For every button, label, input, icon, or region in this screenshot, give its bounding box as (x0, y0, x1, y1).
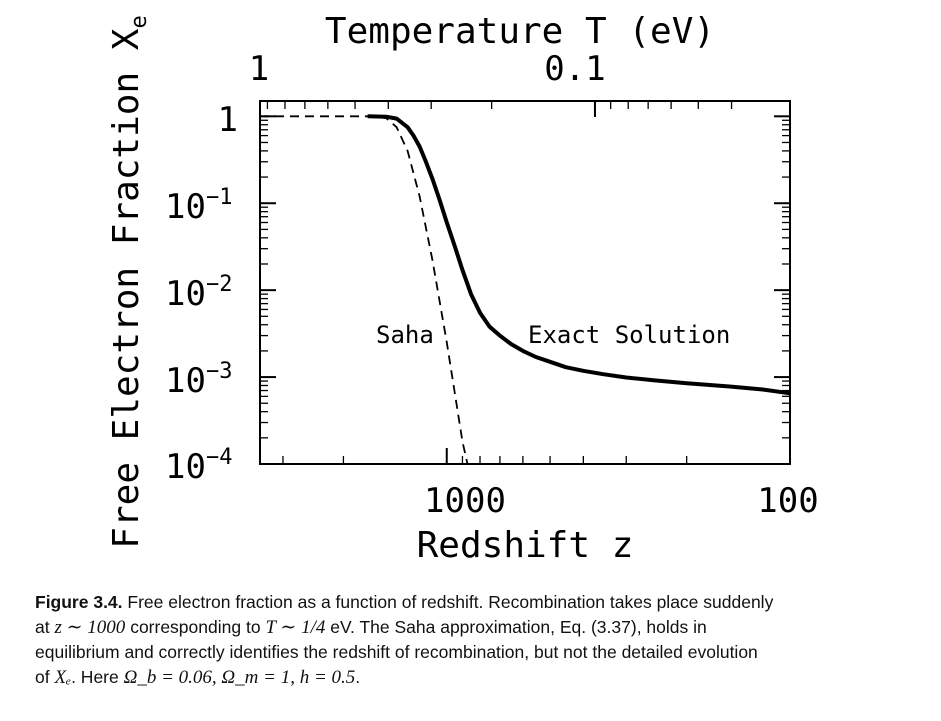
series-line-saha (260, 115, 469, 465)
ytick-label-1e-1: 10−1 (165, 185, 232, 227)
x2-axis-title: Temperature T (eV) (325, 11, 715, 52)
ytick-label-1e-4: 10−4 (165, 445, 232, 487)
caption-line-3: equilibrium and correctly identifies the… (35, 642, 758, 662)
xtick-label-100: 100 (757, 481, 818, 521)
caption-math-params: Ω_b = 0.06, Ω_m = 1, h = 0.5 (123, 667, 356, 688)
ytick-label-1e-3: 10−3 (165, 359, 232, 401)
svg-text:Free Electron Fraction Xe: Free Electron Fraction Xe (106, 15, 152, 548)
y-axis-title-sub: e (127, 15, 152, 28)
caption-line-1: Figure 3.4. Free electron fraction as a … (35, 590, 915, 615)
caption-math-xe: Xₑ (54, 667, 72, 688)
annotation-saha: Saha (376, 321, 434, 349)
y-axis-title: Free Electron Fraction Xe (106, 15, 152, 548)
series-line-exact-solution (367, 114, 791, 396)
ytick-label-1: 1 (218, 100, 238, 140)
chart: 1000 100 1 0.1 1 10−1 10−2 10−3 10−4 Red… (106, 11, 819, 566)
plot-frame (259, 100, 791, 465)
annotation-exact-solution: Exact Solution (528, 321, 730, 349)
tick-labels: 1000 100 1 0.1 1 10−1 10−2 10−3 10−4 (165, 49, 819, 521)
xtick-label-1000: 1000 (424, 481, 506, 521)
y-axis-title-main: Free Electron Fraction X (106, 28, 147, 548)
caption-text-1: Free electron fraction as a function of … (127, 592, 774, 612)
caption-line-2: at z ∼ 1000 corresponding to T ∼ 1/4 eV.… (35, 617, 707, 638)
x-axis-title: Redshift z (417, 525, 634, 566)
caption-math-t: T ∼ 1/4 (265, 617, 326, 638)
x2tick-label-0.1: 0.1 (544, 49, 605, 89)
x2tick-label-1: 1 (249, 49, 269, 89)
plot-border (259, 100, 791, 465)
ytick-label-1e-2: 10−2 (165, 272, 232, 314)
axis-ticks (260, 101, 791, 465)
caption-math-z: z ∼ 1000 (54, 617, 126, 638)
figure-caption: Figure 3.4. Free electron fraction as a … (35, 590, 915, 690)
caption-line-4: of Xₑ. Here Ω_b = 0.06, Ω_m = 1, h = 0.5… (35, 667, 361, 688)
caption-figure-label: Figure 3.4. (35, 592, 123, 612)
series-layer (260, 114, 791, 465)
